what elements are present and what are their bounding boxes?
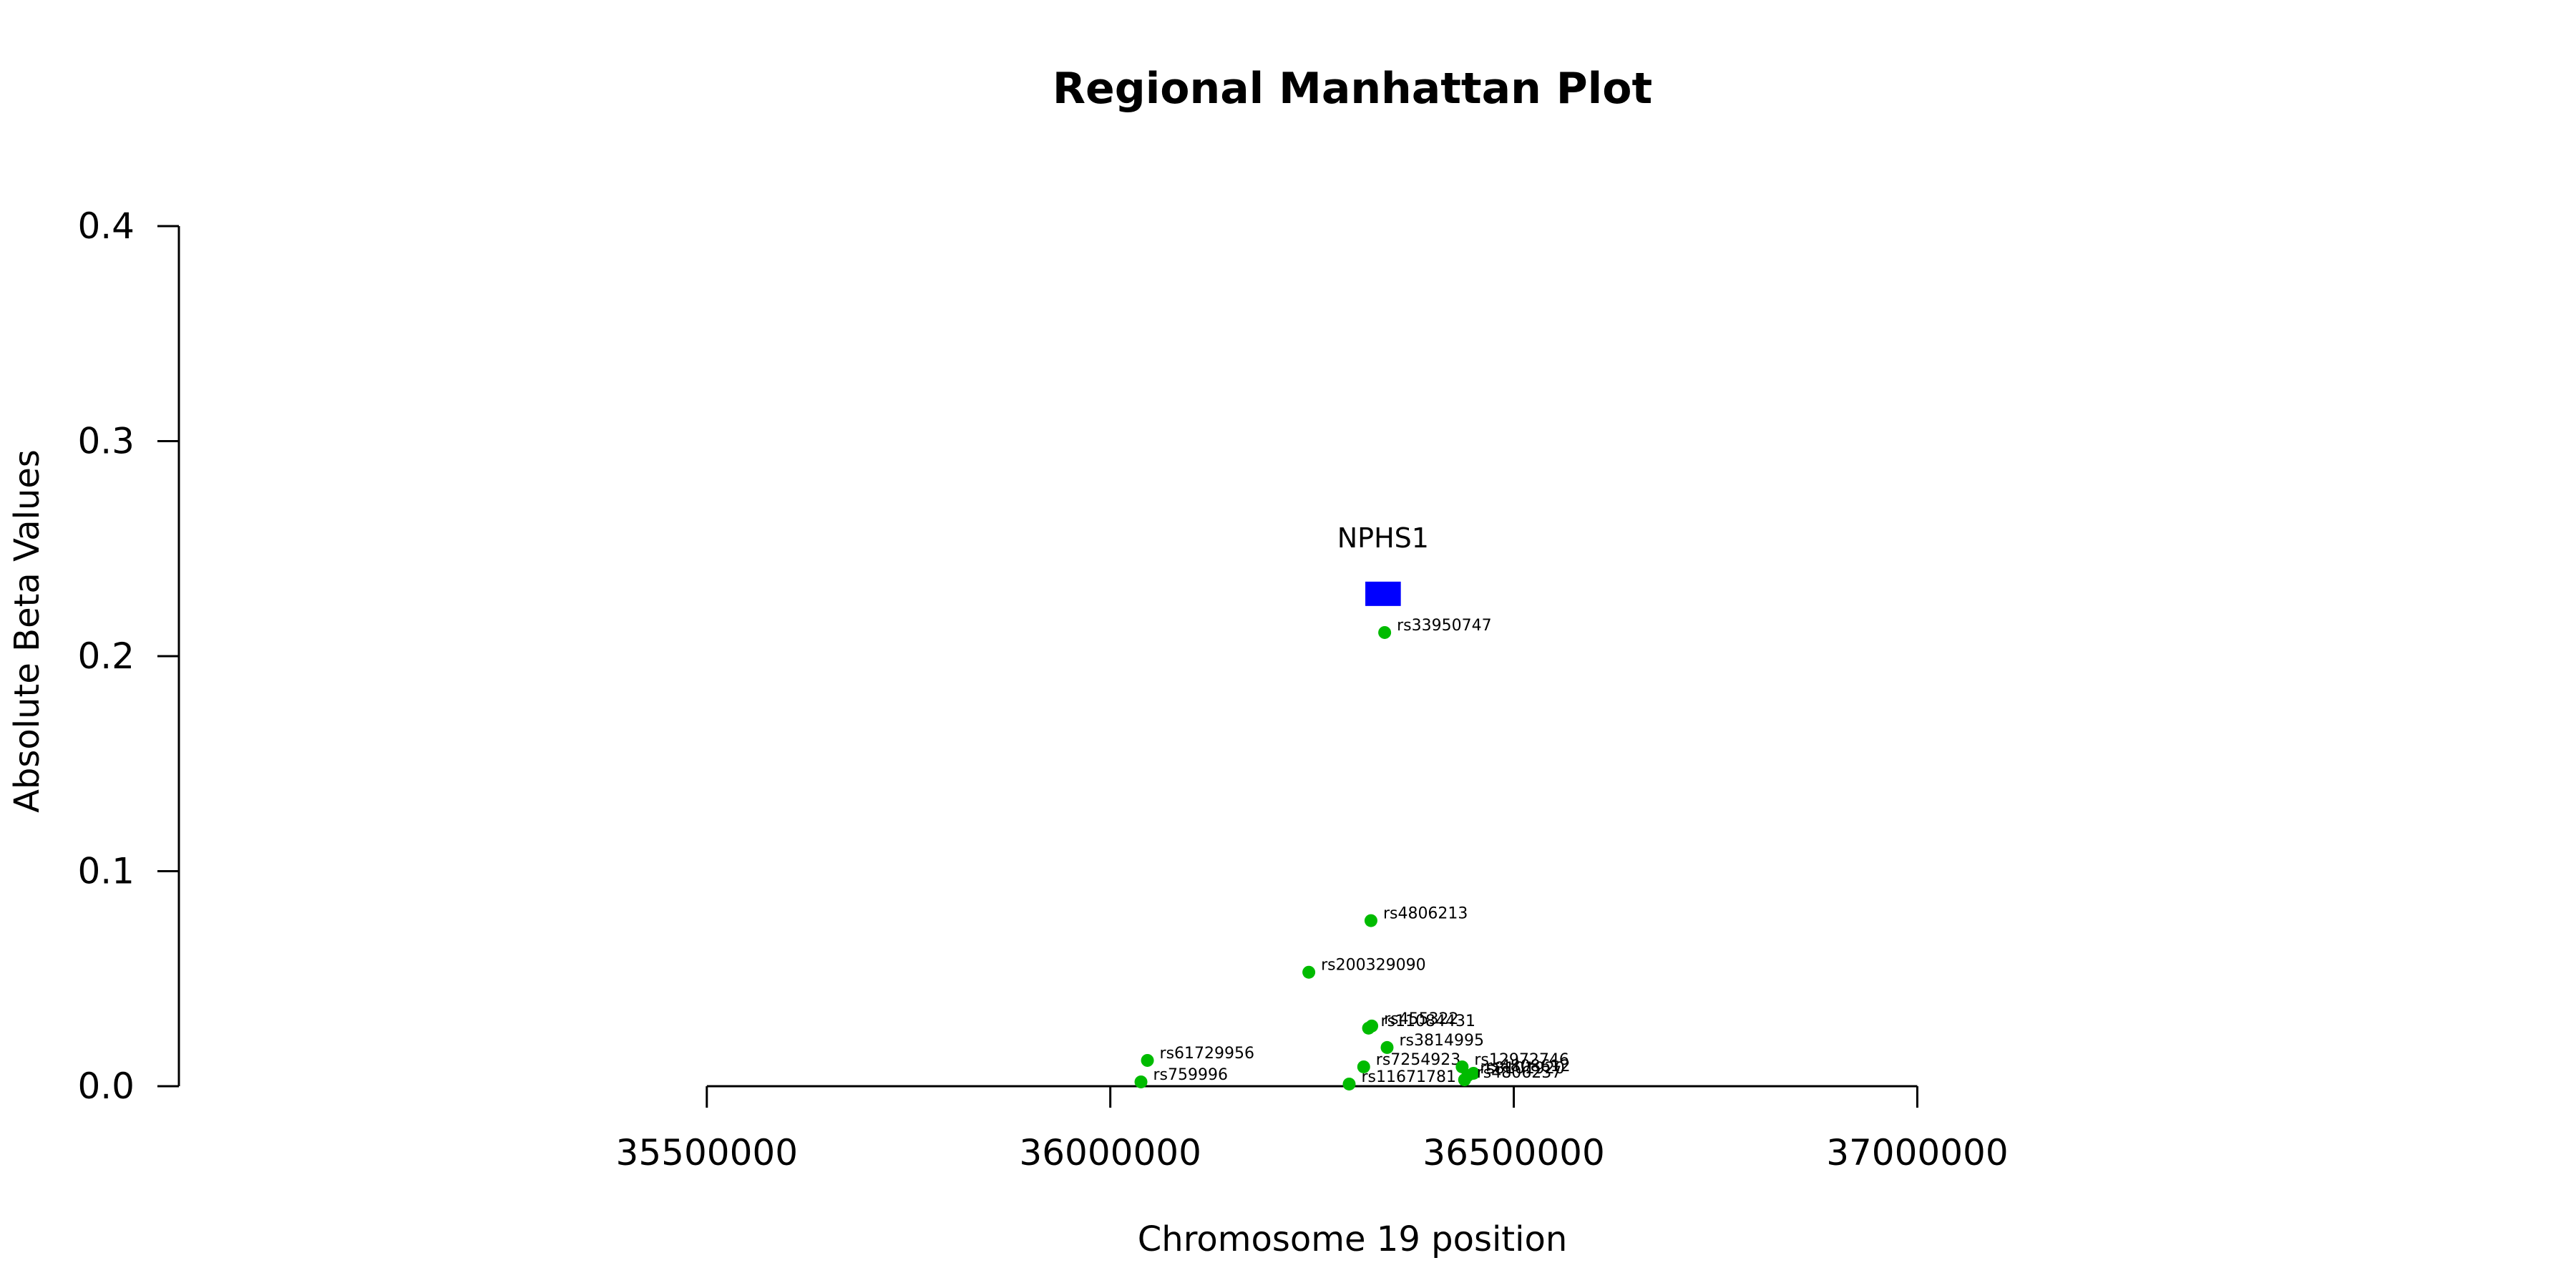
snp-label: rs11084431 bbox=[1381, 1013, 1475, 1030]
snp-label: rs759996 bbox=[1153, 1066, 1229, 1084]
chart-title: Regional Manhattan Plot bbox=[1053, 64, 1652, 114]
points-layer: rs33950747rs4806213rs200329090rs455322rs… bbox=[1134, 617, 1571, 1091]
y-tick-label: 0.4 bbox=[77, 205, 135, 247]
y-axis-label: Absolute Beta Values bbox=[7, 449, 47, 813]
gene-layer: NPHS1 bbox=[1337, 522, 1429, 606]
x-tick-label: 36000000 bbox=[1019, 1132, 1201, 1174]
snp-label: rs11671781 bbox=[1361, 1068, 1455, 1086]
x-axis-label: Chromosome 19 position bbox=[1138, 1219, 1568, 1259]
gene-label: NPHS1 bbox=[1337, 522, 1429, 554]
snp-label: rs3814995 bbox=[1399, 1032, 1484, 1050]
y-tick-label: 0.0 bbox=[77, 1065, 135, 1107]
snp-label: rs4808612 bbox=[1485, 1058, 1571, 1075]
y-tick-label: 0.2 bbox=[77, 635, 135, 677]
y-tick-label: 0.3 bbox=[77, 421, 135, 462]
snp-point bbox=[1378, 625, 1392, 639]
snp-point bbox=[1362, 1021, 1375, 1035]
x-tick-label: 35500000 bbox=[616, 1132, 799, 1174]
axes: 0.0 0.1 0.2 0.3 0.4 35500000 36000000 36500000 3… bbox=[77, 205, 2008, 1174]
snp-point bbox=[1302, 965, 1316, 979]
snp-point bbox=[1380, 1040, 1394, 1054]
snp-label: rs8101920 bbox=[1480, 1060, 1565, 1078]
snp-label: rs61729956 bbox=[1160, 1045, 1254, 1063]
snp-label: rs33950747 bbox=[1397, 617, 1491, 635]
snp-label: rs200329090 bbox=[1321, 957, 1425, 975]
x-tick-label: 37000000 bbox=[1826, 1132, 2009, 1174]
snp-label: rs12972746 bbox=[1474, 1051, 1568, 1069]
snp-label: rs4806237 bbox=[1477, 1064, 1562, 1082]
snp-label: rs455322 bbox=[1384, 1010, 1459, 1028]
y-tick-label: 0.1 bbox=[77, 851, 135, 892]
snp-point bbox=[1141, 1053, 1154, 1067]
snp-point bbox=[1364, 914, 1377, 927]
snp-point bbox=[1134, 1075, 1148, 1088]
snp-label: rs7254923 bbox=[1376, 1051, 1461, 1069]
gene-box bbox=[1365, 581, 1401, 606]
snp-point bbox=[1357, 1060, 1370, 1073]
snp-point bbox=[1342, 1077, 1356, 1091]
x-tick-label: 36500000 bbox=[1423, 1132, 1605, 1174]
snp-label: rs4806213 bbox=[1383, 905, 1468, 923]
snp-point bbox=[1458, 1073, 1471, 1086]
